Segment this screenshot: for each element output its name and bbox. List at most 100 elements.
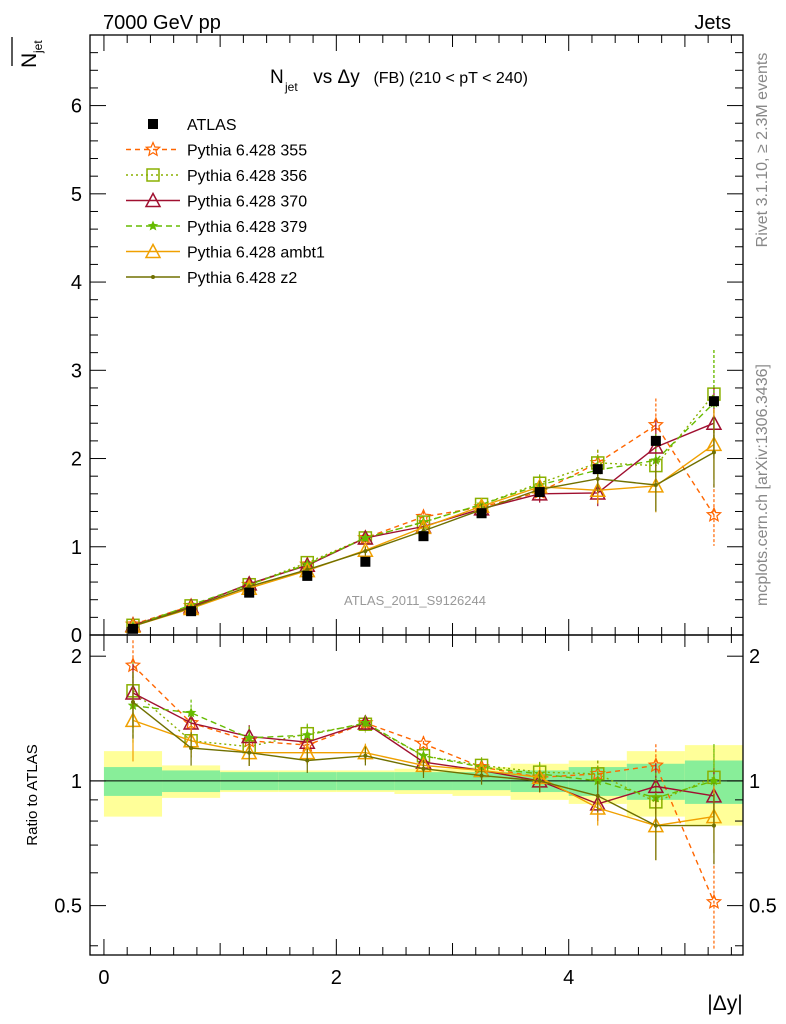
main-plot-content: [124, 350, 723, 634]
series-atlas: [127, 396, 719, 634]
ratio-point: [189, 746, 194, 751]
ratio-point: [360, 717, 371, 728]
data-point: [708, 396, 719, 407]
ratio-plot-content: [124, 640, 723, 951]
ratio-series-z2: [130, 671, 716, 865]
main-ylabel-main: N: [18, 53, 41, 68]
legend-item: Pythia 6.428 379: [126, 219, 307, 236]
ratio-point: [415, 735, 432, 751]
data-point: [244, 587, 255, 598]
data-point: [650, 435, 661, 446]
ratio-ylabel: Ratio to ATLAS: [24, 744, 41, 845]
data-point: [534, 487, 545, 498]
ratio-ytick-label: 1: [71, 771, 82, 793]
legend-marker: [144, 191, 162, 208]
data-point: [247, 584, 252, 589]
data-point: [595, 476, 600, 481]
ratio-ytick-label-right: 1: [749, 771, 760, 793]
ratio-point: [595, 793, 600, 798]
main-ytick-label: 2: [71, 449, 82, 471]
ratio-point: [705, 893, 723, 909]
main-title: N jet vs Δy (FB) (210 < pT < 240): [270, 67, 528, 94]
ratio-point: [479, 773, 484, 778]
data-point: [711, 450, 716, 455]
main-ytick-label: 4: [71, 272, 82, 294]
ratio-point: [711, 823, 716, 828]
series-379: [127, 350, 720, 631]
data-point: [476, 508, 487, 519]
series-line: [132, 402, 715, 627]
main-ytick-label: 0: [71, 625, 82, 647]
legend-marker: [148, 119, 158, 129]
main-ylabel-sub: jet: [31, 40, 45, 54]
series-356: [126, 350, 721, 633]
xtick-label: 0: [98, 967, 109, 989]
header-left: 7000 GeV pp: [103, 12, 221, 34]
legend-label: ATLAS: [187, 117, 237, 134]
main-ytick-label: 3: [71, 360, 82, 382]
data-point: [592, 464, 603, 475]
legend-item: Pythia 6.428 355: [126, 140, 307, 160]
main-ytick-label: 1: [71, 537, 82, 559]
ratio-ytick-label-right: 2: [749, 646, 760, 668]
data-point: [647, 438, 665, 454]
data-point: [360, 556, 371, 567]
rivet-label: Rivet 3.1.10, ≥ 2.3M events: [754, 53, 771, 248]
ratio-frame: [89, 634, 744, 956]
legend-item: Pythia 6.428 356: [126, 168, 307, 185]
ratio-ytick-label: 2: [71, 646, 82, 668]
xlabel: |Δy|: [707, 992, 742, 1015]
ratio-point: [653, 823, 658, 828]
legend-label: Pythia 6.428 355: [187, 143, 307, 160]
ratio-band-inner: [103, 767, 163, 796]
ratio-point: [185, 707, 197, 718]
watermark: ATLAS_2011_S9126244: [344, 593, 486, 608]
ratio-ylabel-text: Ratio to ATLAS: [24, 744, 41, 845]
ratio-point: [243, 732, 255, 743]
legend-label: Pythia 6.428 370: [187, 194, 307, 211]
xtick-label: 2: [331, 967, 342, 989]
data-point: [363, 549, 368, 554]
data-point: [302, 570, 313, 581]
legend-label: Pythia 6.428 z2: [187, 270, 297, 287]
mcplots-label: mcplots.cern.ch [arXiv:1306.3436]: [754, 364, 771, 606]
legend-item: Pythia 6.428 z2: [126, 270, 297, 287]
legend-label: Pythia 6.428 379: [187, 219, 307, 236]
ratio-line: [132, 704, 715, 799]
legend-item: ATLAS: [148, 117, 237, 134]
legend-marker: [144, 242, 162, 259]
ratio-point: [363, 753, 368, 758]
data-point: [186, 606, 197, 617]
ratio-ytick-label-right: 0.5: [749, 896, 777, 918]
ratio-point: [647, 777, 665, 794]
data-point: [589, 481, 607, 498]
header-right: Jets: [694, 12, 731, 34]
ratio-point: [305, 758, 310, 763]
ratio-line: [132, 690, 715, 803]
ratio-point: [302, 729, 313, 740]
legend-marker: [151, 275, 155, 279]
title-small: (FB) (210 < pT < 240): [369, 70, 528, 87]
ratio-point: [589, 799, 607, 815]
legend-label: Pythia 6.428 356: [187, 168, 307, 185]
title-rest: vs Δy: [308, 67, 360, 88]
ratio-ytick-label: 0.5: [54, 896, 82, 918]
ratio-point: [130, 700, 135, 705]
ratio-point: [421, 766, 426, 771]
ratio-point: [247, 750, 252, 755]
data-point: [360, 532, 371, 543]
data-point: [705, 506, 723, 523]
legend-marker: [144, 140, 162, 157]
title-main: N: [270, 67, 284, 88]
main-ytick-label: 6: [71, 96, 82, 118]
legend-marker: [147, 220, 159, 231]
data-point: [653, 483, 658, 487]
title-sub: jet: [284, 80, 298, 94]
legend-item: Pythia 6.428 370: [126, 191, 307, 211]
legend-item: Pythia 6.428 ambt1: [126, 242, 325, 262]
data-point: [305, 567, 310, 572]
legend-label: Pythia 6.428 ambt1: [187, 245, 325, 262]
ratio-point: [708, 775, 720, 786]
